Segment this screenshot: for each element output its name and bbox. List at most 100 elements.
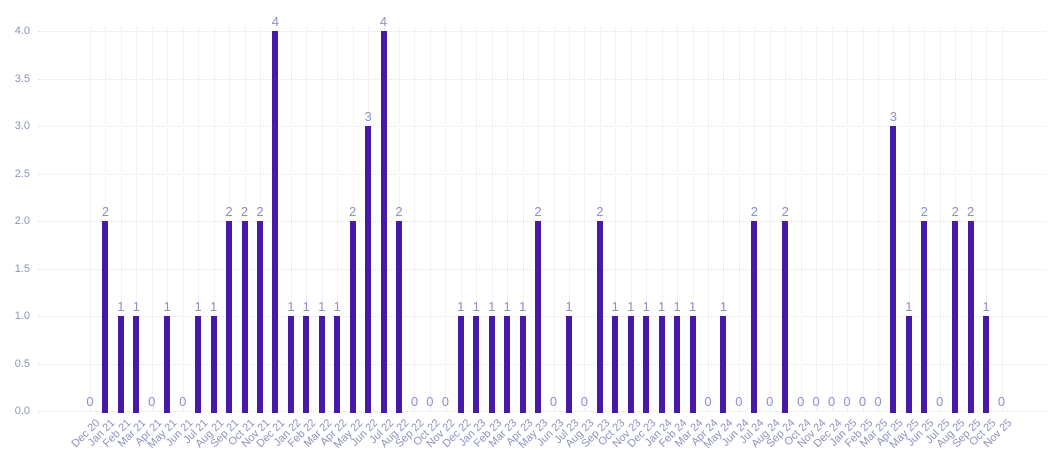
gridline-vertical: [939, 26, 941, 411]
bar[interactable]: [241, 221, 248, 413]
bar[interactable]: [674, 316, 681, 413]
bar[interactable]: [473, 316, 480, 413]
bar-value-label: 3: [889, 109, 898, 124]
bar-value-label: 0: [858, 394, 867, 409]
gridline-vertical: [337, 26, 339, 411]
bar[interactable]: [612, 316, 619, 413]
gridline-vertical: [692, 26, 694, 411]
gridline-horizontal: [38, 363, 1046, 365]
gridline-vertical: [352, 26, 354, 411]
bar[interactable]: [890, 126, 897, 413]
gridline-vertical: [677, 26, 679, 411]
bar[interactable]: [535, 221, 542, 413]
gridline-vertical: [460, 26, 462, 411]
bar[interactable]: [720, 316, 727, 413]
gridline-vertical: [445, 26, 447, 411]
gridline-horizontal: [38, 78, 1046, 80]
gridline-horizontal: [38, 221, 1046, 222]
gridline-vertical: [800, 26, 802, 411]
gridline-vertical: [847, 26, 849, 411]
bar[interactable]: [952, 221, 959, 413]
gridline-vertical: [414, 26, 416, 411]
bar-value-label: 0: [580, 394, 589, 409]
bar[interactable]: [504, 316, 511, 413]
gridline-horizontal: [38, 411, 1046, 412]
bar-value-label: 1: [719, 299, 728, 314]
bar[interactable]: [318, 316, 325, 413]
bar-value-label: 2: [101, 204, 110, 219]
bar-value-label: 2: [240, 204, 249, 219]
bar[interactable]: [627, 316, 634, 413]
bar-value-label: 1: [565, 299, 573, 314]
bar[interactable]: [164, 316, 171, 413]
bar-value-label: 0: [997, 394, 1006, 409]
bar[interactable]: [457, 316, 464, 413]
bar[interactable]: [658, 316, 665, 413]
bar[interactable]: [349, 221, 356, 413]
bar-value-label: 1: [673, 299, 681, 314]
gridline-vertical: [553, 26, 555, 411]
bar[interactable]: [689, 316, 696, 413]
bar[interactable]: [226, 221, 233, 413]
gridline-vertical: [924, 26, 926, 411]
bar[interactable]: [488, 316, 495, 413]
bar[interactable]: [117, 316, 124, 413]
bar[interactable]: [643, 316, 650, 413]
bar[interactable]: [365, 126, 372, 413]
y-tick-label: 3.0: [14, 120, 30, 132]
bar[interactable]: [782, 221, 789, 413]
bar[interactable]: [210, 316, 217, 413]
bar[interactable]: [102, 221, 109, 413]
bar[interactable]: [380, 31, 387, 413]
gridline-vertical: [785, 26, 787, 411]
bar[interactable]: [751, 221, 758, 413]
gridline-vertical: [615, 26, 617, 411]
bar[interactable]: [396, 221, 402, 413]
gridline-horizontal: [38, 31, 1046, 32]
gridline-horizontal: [38, 173, 1046, 175]
gridline-vertical: [754, 26, 756, 411]
bar[interactable]: [905, 316, 912, 413]
bar[interactable]: [272, 31, 279, 413]
gridline-vertical: [831, 26, 833, 411]
bar-value-label: 1: [627, 299, 635, 314]
y-tick-label: 0.0: [14, 405, 30, 417]
bar-value-label: 0: [441, 394, 449, 409]
bar[interactable]: [303, 316, 310, 413]
bar[interactable]: [334, 316, 341, 413]
bar[interactable]: [287, 316, 294, 413]
bar-value-label: 1: [905, 299, 913, 314]
bar[interactable]: [519, 316, 526, 413]
bar-value-label: 2: [967, 204, 975, 219]
gridline-vertical: [476, 26, 478, 411]
bar-value-label: 1: [287, 299, 295, 314]
gridline-vertical: [738, 26, 740, 411]
bar[interactable]: [967, 221, 974, 413]
gridline-vertical: [599, 26, 601, 411]
bar-value-label: 0: [936, 394, 944, 409]
bar-value-label: 0: [812, 394, 820, 409]
gridline-vertical: [105, 26, 107, 411]
bar-value-label: 0: [797, 394, 805, 409]
bar[interactable]: [983, 316, 990, 413]
gridline-vertical: [182, 26, 184, 411]
gridline-vertical: [290, 26, 292, 411]
bar-value-label: 1: [209, 299, 218, 314]
bar-value-label: 0: [549, 394, 558, 409]
bar-value-label: 1: [194, 299, 202, 314]
bar-value-label: 1: [503, 299, 511, 314]
gridline-vertical: [584, 26, 586, 411]
bar[interactable]: [565, 316, 572, 413]
bar[interactable]: [133, 316, 140, 413]
gridline-vertical: [1001, 26, 1003, 411]
bar-value-label: 2: [920, 204, 928, 219]
bar-value-label: 0: [827, 394, 836, 409]
bar[interactable]: [921, 221, 928, 413]
bar[interactable]: [195, 316, 202, 413]
bar[interactable]: [596, 221, 603, 413]
bar[interactable]: [256, 221, 263, 413]
bar-value-label: 4: [271, 14, 280, 29]
